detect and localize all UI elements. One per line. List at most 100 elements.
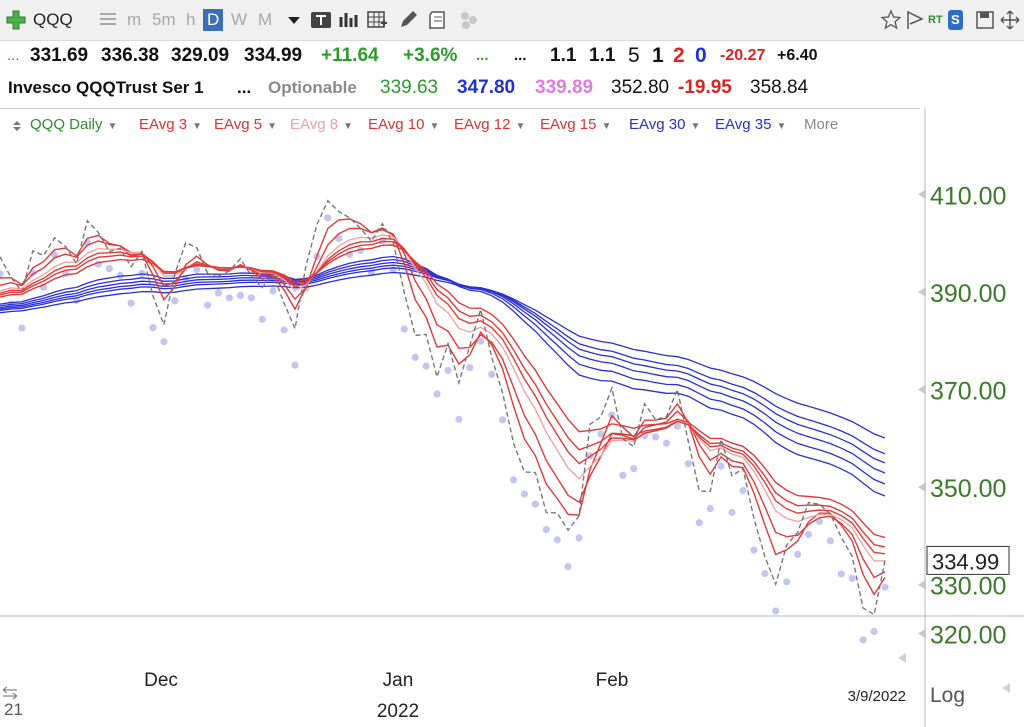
price-dot — [324, 214, 332, 222]
legend-eavg-15[interactable]: EAvg 15 ▼ — [540, 116, 612, 133]
interval-h[interactable]: h — [186, 10, 196, 29]
count-1: 5 — [628, 44, 640, 67]
flag-icon[interactable] — [904, 9, 926, 31]
dropdown-icon: ▼ — [192, 121, 202, 132]
price-dot — [400, 325, 408, 333]
legend-eavg-5[interactable]: EAvg 5 ▼ — [214, 116, 277, 133]
price-dot — [422, 362, 430, 370]
price-dot — [662, 439, 671, 447]
count-4: 0 — [695, 44, 707, 67]
info-value-3: 339.89 — [535, 77, 594, 98]
count-2: 1 — [652, 44, 664, 67]
star-icon[interactable] — [880, 9, 902, 31]
price-dot — [411, 353, 419, 361]
price-dot — [804, 530, 813, 538]
legend-eavg-35[interactable]: EAvg 35 ▼ — [715, 116, 787, 133]
pencil-icon[interactable] — [397, 9, 419, 31]
sort-icon[interactable] — [12, 120, 22, 132]
dropdown-arrow-icon[interactable] — [283, 9, 305, 31]
price-dot — [477, 337, 485, 345]
save-icon[interactable] — [974, 9, 996, 31]
price-dot — [761, 569, 769, 578]
close-price: 334.99 — [244, 45, 303, 66]
move-icon[interactable] — [999, 9, 1021, 31]
add-symbol-icon[interactable] — [5, 9, 27, 31]
interval-5m[interactable]: 5m — [152, 10, 176, 29]
legend-eavg-8[interactable]: EAvg 8 ▼ — [290, 116, 353, 133]
tick-arrow-icon — [918, 628, 926, 639]
log-scale-toggle[interactable]: Log — [930, 684, 965, 707]
realtime-label[interactable]: RT — [928, 14, 943, 26]
dropdown-icon: ▼ — [515, 121, 526, 132]
open-price: 331.69 — [30, 45, 89, 66]
price-chart[interactable]: 410.00 390.00 370.00 350.00 330.00 320.00 334.… — [0, 108, 1024, 727]
tick-arrow-icon — [918, 384, 926, 395]
price-dot — [783, 578, 791, 586]
ema-60-line — [0, 271, 886, 439]
price-dot — [444, 366, 452, 375]
price-dot — [695, 519, 703, 527]
dropdown-icon: ▼ — [107, 121, 118, 132]
y-tick-label: 410.00 — [930, 182, 1006, 210]
notes-icon[interactable] — [427, 9, 449, 31]
interval-m[interactable]: m — [127, 10, 142, 29]
info-value-6: 358.84 — [750, 77, 809, 98]
price-dot — [630, 465, 638, 473]
price-dot — [859, 636, 867, 644]
price-dot — [105, 265, 113, 273]
price-dot — [488, 370, 496, 378]
list-icon[interactable] — [97, 9, 119, 31]
price-dot — [149, 324, 157, 332]
price-dot — [193, 265, 201, 274]
y-tick-label: 330.00 — [930, 573, 1006, 601]
price-dot — [291, 361, 299, 369]
price-dot — [848, 574, 856, 582]
y-tick-label: 350.00 — [930, 475, 1006, 503]
price-dot — [160, 338, 168, 346]
symbol-input[interactable]: QQQ — [33, 10, 73, 29]
price-dot — [739, 486, 747, 495]
info-row: Invesco QQQTrust Ser 1 ... Optionable 33… — [0, 74, 1024, 102]
price-line — [0, 199, 886, 616]
positive-value: +6.40 — [777, 47, 818, 64]
price-dot — [499, 416, 507, 424]
bar-chart-icon[interactable] — [338, 9, 360, 31]
price-dot — [18, 324, 26, 332]
interval-d[interactable]: D — [203, 9, 224, 31]
price-dot — [171, 297, 179, 305]
info-value-4: 352.80 — [611, 77, 670, 98]
legend-eavg-30[interactable]: EAvg 30 ▼ — [629, 116, 701, 133]
change-percent: +3.6% — [403, 45, 458, 66]
legend-eavg-10[interactable]: EAvg 10 ▼ — [368, 116, 440, 133]
circles-icon[interactable] — [458, 9, 480, 31]
tick-arrow-icon — [918, 189, 926, 200]
price-dot — [542, 526, 550, 534]
interval-w[interactable]: W — [231, 10, 248, 29]
price-dot — [520, 490, 529, 498]
scroll-arrows-icon[interactable] — [2, 686, 18, 700]
price-dot — [750, 546, 758, 554]
last-price-box — [926, 545, 1010, 575]
interval-month[interactable]: M — [258, 10, 273, 29]
info-ellipsis[interactable]: ... — [237, 78, 252, 97]
legend-qqq-daily[interactable]: QQQ Daily ▼ — [30, 116, 118, 133]
legend-more[interactable]: More — [804, 116, 839, 133]
price-dot — [575, 534, 583, 542]
tick-arrow-icon — [918, 482, 926, 493]
price-dot — [597, 430, 605, 438]
ema-3-line — [0, 218, 886, 596]
text-tool-icon[interactable] — [310, 9, 332, 31]
quote-ellipsis[interactable]: ... — [7, 47, 20, 64]
dropdown-icon: ▼ — [776, 121, 787, 132]
info-value-1: 339.63 — [380, 77, 439, 98]
price-dot — [280, 326, 288, 334]
s-button[interactable]: S — [948, 10, 963, 30]
legend-eavg-12[interactable]: EAvg 12 ▼ — [454, 116, 526, 133]
table-icon[interactable] — [366, 9, 388, 31]
change-value: +11.64 — [321, 45, 379, 66]
y-tick-label: 320.00 — [930, 622, 1006, 650]
x-partial-label: 21 — [4, 700, 23, 719]
legend-eavg-3[interactable]: EAvg 3 ▼ — [139, 116, 202, 133]
indicator-legend: QQQ Daily ▼ EAvg 3 ▼ EAvg 5 ▼ EAvg 8 ▼ EAvg … — [0, 108, 920, 141]
price-dot — [794, 550, 802, 558]
